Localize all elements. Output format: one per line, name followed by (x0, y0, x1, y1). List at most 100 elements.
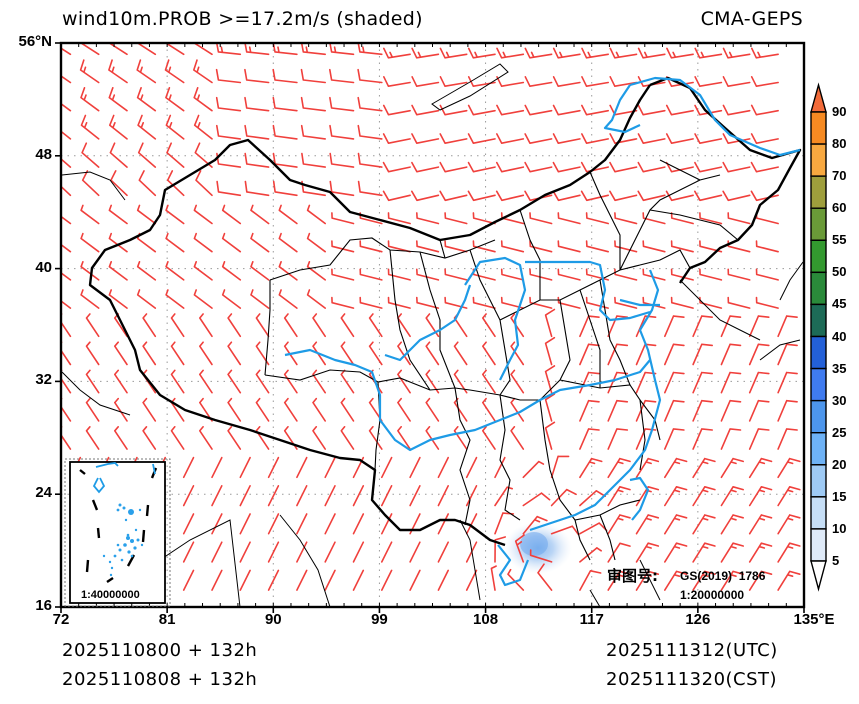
wind-barb (211, 513, 223, 535)
wind-barb (137, 142, 157, 168)
wind-barb (496, 76, 525, 87)
wind-barb (748, 457, 773, 479)
wind-barb (720, 570, 744, 591)
approval-code: GS(2019) 1786 (680, 569, 766, 583)
wind-barb (193, 114, 213, 140)
colorbar-segment (810, 111, 827, 145)
wind-barb (692, 315, 713, 338)
wind-barb (340, 313, 355, 338)
wind-barb (165, 114, 185, 140)
wind-barb (637, 104, 666, 116)
wind-barb (215, 68, 242, 84)
wind-barb (699, 268, 723, 281)
wind-barb (138, 170, 157, 197)
wind-barb (199, 341, 213, 366)
wind-barb (381, 569, 393, 591)
valid-time-utc: 2025111312(UTC) (606, 640, 778, 661)
y-tick-label: 56°N (18, 33, 52, 50)
wind-barb (664, 486, 688, 507)
wind-barb (227, 397, 242, 422)
valid-time-cst: 2025111320(CST) (606, 669, 778, 690)
wind-barb (80, 289, 100, 309)
wind-barb (164, 59, 185, 84)
wind-barb (637, 133, 666, 144)
wind-barb (720, 343, 742, 366)
wind-barb (109, 142, 128, 168)
wind-barb (664, 399, 685, 422)
wind-barb (411, 47, 440, 59)
wind-barb (182, 541, 195, 563)
wind-barb (777, 399, 798, 422)
wind-barb (267, 541, 280, 563)
colorbar-min-arrow (810, 560, 827, 592)
wind-barb (727, 268, 751, 281)
wind-barb (166, 142, 185, 168)
wind-barb (340, 341, 355, 366)
wind-barb (585, 240, 609, 253)
wind-barb (221, 261, 242, 281)
wind-barb (472, 212, 496, 225)
wind-barb (329, 96, 355, 112)
wind-barb (381, 513, 393, 535)
wind-barb (557, 268, 581, 281)
wind-barb (357, 124, 383, 140)
wind-barb (444, 240, 468, 253)
wind-barb (244, 124, 270, 140)
chart-title: wind10m.PROB >=17.2m/s (shaded) (62, 8, 423, 30)
wind-barb (216, 124, 242, 140)
wind-barb (437, 513, 449, 535)
wind-barb (142, 341, 157, 366)
wind-barb (250, 232, 270, 253)
wind-barb (359, 240, 383, 253)
wind-barb (306, 204, 326, 225)
wind-barb (494, 486, 513, 507)
wind-barb (607, 428, 629, 450)
wind-barb (324, 485, 336, 507)
colorbar-label: 30 (832, 392, 847, 408)
wind-barb (85, 341, 100, 366)
colorbar-label: 70 (832, 168, 847, 184)
wind-barb (472, 240, 496, 253)
wind-barb (544, 336, 556, 366)
wind-barb (211, 541, 223, 563)
wind-barb (300, 124, 326, 140)
x-tick-label: 81 (158, 611, 176, 628)
wind-barb (510, 341, 525, 366)
colorbar-label: 90 (832, 104, 847, 119)
wind-barb (664, 514, 688, 535)
wind-barb (642, 212, 666, 225)
y-tick-label: 16 (35, 597, 52, 614)
inset-scale: 1:40000000 (81, 589, 140, 601)
colorbar-segment (810, 239, 827, 274)
wind-barb (170, 313, 185, 338)
wind-barb (437, 456, 449, 479)
wind-barb (80, 204, 100, 225)
wind-barb (409, 541, 421, 563)
wind-barb (211, 485, 223, 507)
wind-barb (352, 513, 365, 535)
wind-barb (324, 541, 336, 563)
wind-barb (720, 514, 744, 535)
wind-barb (397, 313, 411, 338)
rivers-and-coastline (284, 76, 801, 587)
wind-barb (500, 240, 525, 253)
foreign-coastlines (61, 63, 804, 607)
wind-barb (227, 369, 242, 394)
wind-barb (211, 569, 223, 591)
init-time-cst: 2025110808 + 132h (62, 669, 258, 690)
wind-barb (329, 124, 355, 140)
wind-barb (635, 315, 657, 338)
wind-barb (524, 161, 553, 173)
wind-barb (239, 541, 251, 563)
wind-barb (267, 513, 280, 535)
wind-barb (694, 161, 723, 173)
wind-barb (136, 232, 157, 253)
wind-barb (467, 47, 496, 59)
x-tick-label: 90 (264, 611, 282, 628)
wind-barb (670, 296, 694, 309)
wind-barb (692, 399, 713, 422)
wind-barb (777, 486, 801, 507)
wind-barb (750, 161, 779, 173)
wind-barb (692, 371, 713, 394)
wind-barb (136, 289, 157, 309)
